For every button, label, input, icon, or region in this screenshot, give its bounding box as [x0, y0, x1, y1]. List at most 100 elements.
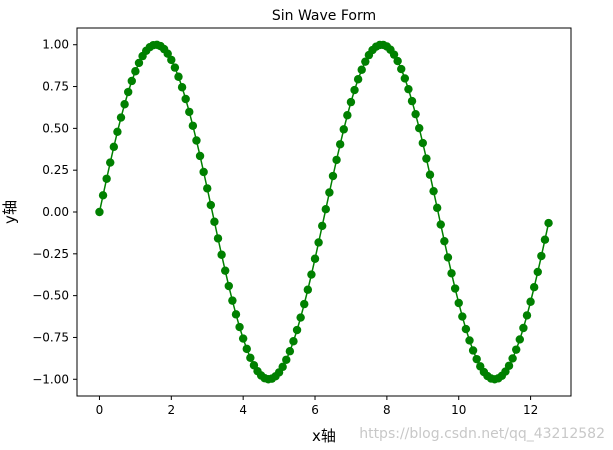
data-point: [170, 63, 180, 72]
data-point: [163, 49, 172, 58]
y-tick-label: −0.50: [32, 289, 69, 303]
y-tick-label: 0.50: [42, 121, 69, 135]
data-point: [314, 238, 323, 247]
data-point: [353, 75, 363, 84]
data-point: [246, 353, 255, 362]
data-point: [400, 74, 410, 83]
data-point: [407, 96, 417, 106]
data-point: [522, 311, 532, 320]
data-point: [167, 55, 176, 65]
data-point: [300, 299, 309, 309]
x-axis-label: x轴: [312, 427, 336, 445]
data-point: [292, 325, 302, 335]
data-point: [461, 324, 471, 334]
data-point: [447, 269, 456, 278]
data-point: [109, 142, 119, 152]
data-point: [116, 113, 126, 122]
x-tick-label: 0: [96, 403, 104, 417]
y-tick-label: 0.75: [42, 80, 69, 94]
data-point: [504, 361, 514, 370]
data-point: [289, 337, 298, 346]
data-point: [188, 121, 198, 130]
watermark-text: https://blog.csdn.net/qq_43212582: [359, 426, 605, 442]
data-point: [465, 336, 474, 345]
data-point: [131, 67, 140, 76]
data-point: [307, 270, 316, 279]
y-tick-label: −0.25: [32, 247, 69, 261]
data-point: [127, 76, 136, 86]
data-point: [231, 310, 241, 319]
data-point: [432, 203, 442, 213]
data-point: [515, 335, 524, 344]
data-point: [537, 251, 546, 261]
data-point: [318, 221, 327, 231]
data-point: [228, 296, 237, 305]
x-axis-ticks: 0 2 4 6 8 10 12: [96, 396, 538, 417]
data-point: [450, 284, 460, 293]
data-point: [102, 174, 111, 183]
data-point: [429, 186, 438, 196]
data-point: [397, 64, 406, 74]
data-point: [389, 50, 399, 59]
data-point: [106, 158, 115, 167]
data-point: [544, 218, 553, 228]
data-point: [508, 354, 517, 363]
x-tick-label: 10: [451, 403, 466, 417]
data-point: [238, 334, 248, 343]
data-point: [134, 58, 144, 68]
data-point: [113, 127, 122, 137]
data-point: [124, 87, 133, 97]
y-tick-label: 0.00: [42, 205, 69, 219]
data-point: [440, 236, 449, 246]
x-tick-label: 2: [167, 403, 175, 417]
y-tick-label: −0.75: [32, 330, 69, 344]
data-point: [350, 85, 359, 95]
x-tick-label: 12: [523, 403, 538, 417]
data-point: [526, 297, 535, 306]
y-axis-label: y轴: [1, 200, 19, 224]
data-point: [422, 154, 431, 163]
data-point: [472, 354, 481, 364]
data-point: [332, 155, 341, 165]
data-point: [98, 191, 108, 200]
data-point: [512, 345, 521, 354]
data-point: [206, 200, 216, 210]
data-point: [282, 355, 291, 364]
data-point: [361, 57, 370, 66]
data-point: [181, 94, 190, 104]
data-point: [192, 136, 201, 145]
data-point: [296, 313, 305, 322]
x-tick-label: 4: [239, 403, 247, 417]
data-point: [335, 140, 345, 149]
data-point: [325, 188, 334, 197]
data-point: [404, 84, 413, 94]
data-point: [242, 344, 251, 354]
data-point: [120, 100, 129, 109]
data-point: [321, 204, 330, 214]
data-point: [203, 184, 212, 193]
data-point: [195, 151, 205, 161]
data-point: [221, 266, 230, 275]
data-point: [174, 72, 183, 81]
y-tick-label: −1.00: [32, 372, 69, 386]
data-point: [468, 346, 478, 355]
data-point: [357, 65, 366, 74]
data-point: [210, 217, 219, 226]
data-point: [346, 97, 356, 107]
data-point: [540, 235, 550, 244]
data-point: [285, 347, 295, 356]
data-point: [436, 220, 445, 229]
data-point: [519, 323, 528, 333]
y-tick-label: 0.25: [42, 163, 69, 177]
data-point: [533, 267, 542, 277]
data-point: [217, 250, 226, 259]
plot-marks: [95, 40, 553, 384]
data-point: [199, 167, 208, 177]
data-point: [303, 285, 313, 294]
x-tick-label: 8: [383, 403, 391, 417]
y-tick-label: 1.00: [42, 38, 69, 52]
data-point: [339, 125, 348, 134]
data-point: [411, 109, 420, 119]
